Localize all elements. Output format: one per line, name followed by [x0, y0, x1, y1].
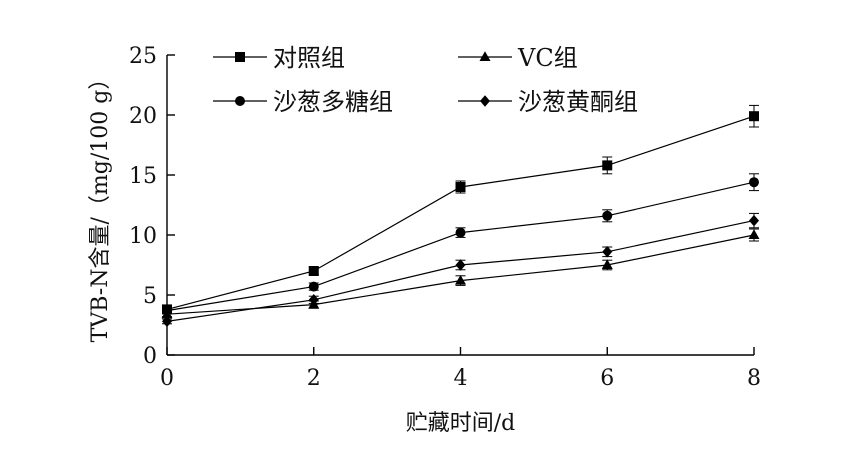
legend-label: 沙葱黄酮组 — [518, 88, 638, 116]
data-point — [455, 259, 466, 271]
data-point — [749, 214, 759, 227]
legend-marker — [479, 51, 491, 61]
data-point — [308, 266, 319, 276]
x-tick-label: 2 — [307, 366, 321, 391]
series-2 — [161, 228, 760, 319]
legend-item-2: VC组 — [458, 44, 578, 72]
data-point — [748, 229, 760, 239]
legend-label: 沙葱多糖组 — [273, 88, 393, 116]
data-point — [749, 177, 759, 188]
data-point — [602, 210, 613, 221]
data-point — [602, 160, 613, 171]
series-4 — [162, 212, 759, 328]
series-3 — [162, 173, 759, 316]
y-tick-label: 0 — [143, 344, 157, 369]
plot-area — [161, 104, 760, 328]
y-tick-label: 5 — [143, 284, 157, 309]
legend-item-3: 沙葱多糖组 — [213, 88, 393, 116]
data-point — [455, 274, 466, 285]
data-point — [162, 315, 172, 328]
series-1 — [162, 104, 759, 315]
x-axis-label: 贮藏时间/d — [406, 411, 516, 436]
legend-marker — [235, 96, 245, 106]
x-tick-label: 4 — [454, 366, 468, 391]
series-line — [166, 181, 755, 312]
data-point — [308, 294, 319, 306]
data-point — [602, 246, 613, 258]
series-line — [166, 234, 755, 315]
x-tick-label: 8 — [747, 366, 761, 391]
x-tick-label: 0 — [160, 366, 174, 391]
legend-marker — [235, 52, 245, 62]
data-point — [162, 305, 172, 316]
chart-axes: 0 5 10 15 20 25 0 2 4 6 8 — [129, 44, 761, 391]
y-tick-label: 15 — [129, 164, 157, 189]
x-tick-label: 6 — [600, 366, 614, 391]
data-point — [749, 111, 759, 122]
data-point — [455, 182, 466, 192]
y-tick-label: 25 — [129, 44, 157, 69]
y-axis-label: TVB-N含量/（mg/100 g） — [88, 68, 113, 343]
legend-label: 对照组 — [273, 44, 345, 72]
data-point — [308, 281, 319, 292]
legend-item-1: 对照组 — [213, 44, 345, 72]
legend-marker — [480, 95, 490, 107]
y-tick-label: 10 — [129, 224, 157, 249]
legend-item-4: 沙葱黄酮组 — [458, 88, 638, 116]
legend-label: VC组 — [517, 44, 578, 72]
data-point — [601, 259, 613, 269]
y-tick-label: 20 — [129, 104, 157, 129]
data-point — [455, 227, 466, 238]
